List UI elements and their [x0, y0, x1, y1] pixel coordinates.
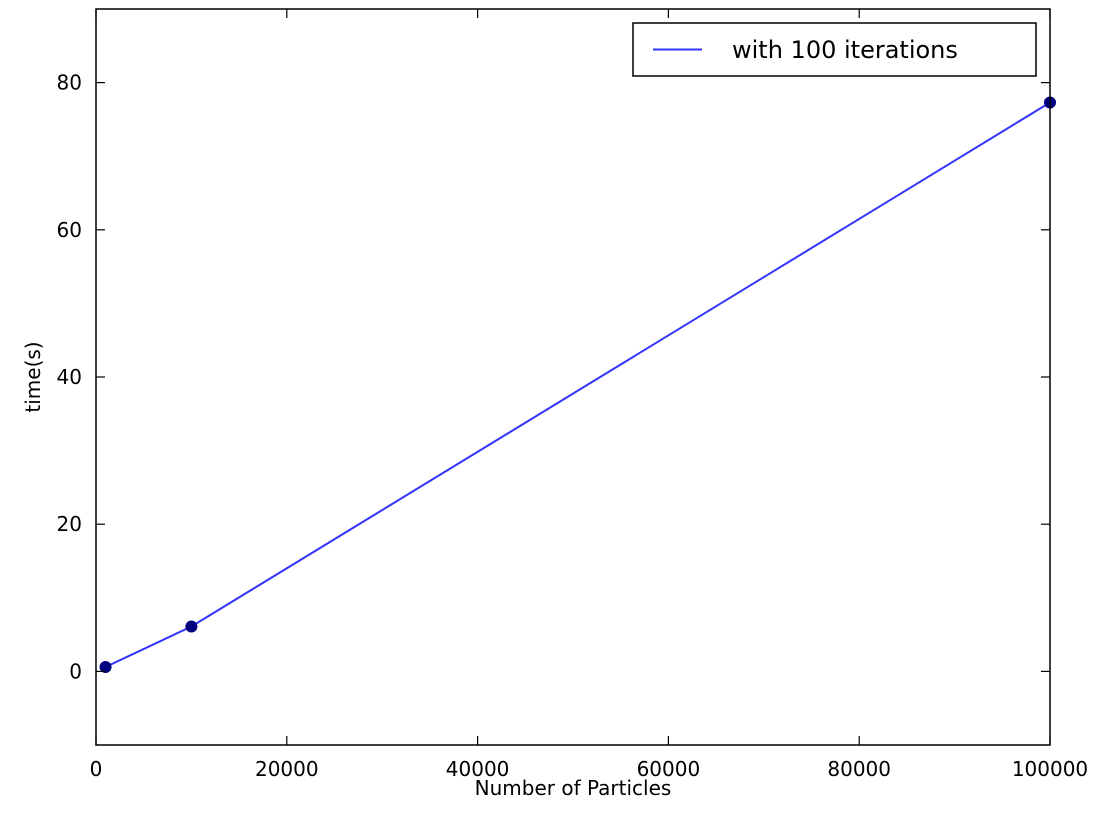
y-tick-label: 0 [69, 659, 82, 683]
x-tick-label: 0 [90, 757, 103, 781]
y-tick-label: 80 [57, 71, 82, 95]
plot-area [96, 9, 1050, 745]
legend-label: with 100 iterations [732, 36, 958, 64]
y-tick-label: 60 [57, 218, 82, 242]
data-point [99, 660, 112, 673]
y-axis-ticks: 0 20 40 60 80 [57, 71, 1050, 683]
legend: with 100 iterations [632, 22, 1037, 77]
x-tick-label: 20000 [255, 757, 319, 781]
x-axis-ticks: 0 20000 40000 60000 80000 100000 [90, 9, 1088, 781]
x-tick-label: 80000 [827, 757, 891, 781]
y-tick-label: 40 [57, 365, 82, 389]
y-axis-label: time(s) [21, 341, 45, 412]
x-axis-label: Number of Particles [475, 776, 672, 800]
x-tick-label: 100000 [1012, 757, 1088, 781]
x-tick-label: 40000 [446, 757, 510, 781]
y-tick-label: 20 [57, 512, 82, 536]
x-tick-label: 60000 [637, 757, 701, 781]
data-point [185, 620, 198, 633]
